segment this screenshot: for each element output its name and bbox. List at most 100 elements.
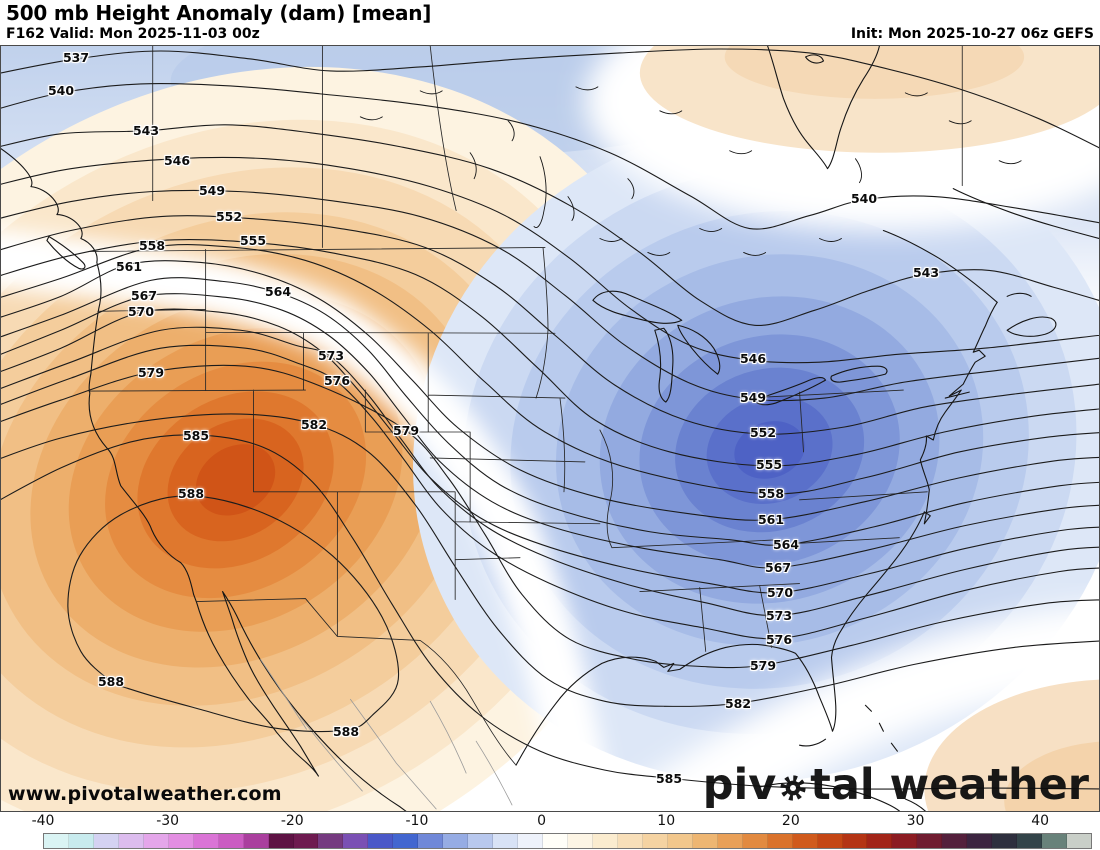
logo-text-prefix: piv [702, 760, 777, 810]
height-contour-closed [67, 495, 400, 733]
geography-layer [1, 46, 1099, 811]
contour-value-label: 540 [850, 190, 878, 206]
colorbar-cell [967, 834, 993, 848]
contour-value-label: 537 [62, 49, 90, 65]
lake-ontario [830, 365, 888, 383]
colorbar-cell [767, 834, 793, 848]
mexico-state-borders [260, 658, 513, 810]
colorbar-cell [842, 834, 868, 848]
colorbar-cell [193, 834, 219, 848]
colorbar-tick: -10 [405, 813, 429, 829]
vancouver-island [46, 235, 86, 270]
contour-value-label: 585 [655, 770, 683, 786]
height-contour [1, 48, 1099, 149]
long-island [944, 391, 970, 399]
height-contour [1, 260, 1099, 521]
nova-scotia [1006, 292, 1057, 337]
colorbar-cell [942, 834, 968, 848]
contour-value-label: 582 [300, 416, 328, 432]
colorbar-cell [592, 834, 618, 848]
logo-text-suffix: tal weather [810, 760, 1089, 810]
colorbar-scale [43, 833, 1092, 849]
contour-value-label: 567 [130, 287, 158, 303]
colorbar-cell [617, 834, 643, 848]
colorbar-cell [243, 834, 269, 848]
colorbar-tick: 30 [906, 813, 925, 829]
contour-value-label: 546 [739, 350, 767, 366]
colorbar-cell [343, 834, 369, 848]
contour-value-label: 570 [766, 584, 794, 600]
height-contour [1, 215, 1099, 435]
colorbar-cell [792, 834, 818, 848]
colorbar-tick: 20 [781, 813, 800, 829]
anomaly-map-svg [1, 46, 1099, 811]
pivotal-weather-logo: piv tal weather [703, 764, 1089, 807]
colorbar-cell [318, 834, 344, 848]
state-borders [88, 46, 963, 766]
init-time-label: Init: Mon 2025-10-27 06z GEFS [850, 26, 1094, 42]
gear-icon [780, 774, 806, 801]
colorbar-tick: -30 [156, 813, 180, 829]
height-contour-lines [1, 48, 1099, 790]
contour-value-label: 564 [772, 536, 800, 552]
contour-value-label: 570 [127, 303, 155, 319]
contour-value-label: 546 [163, 152, 191, 168]
colorbar-cell [468, 834, 494, 848]
contour-value-label: 585 [182, 427, 210, 443]
colorbar-cell [393, 834, 419, 848]
colorbar-cell [692, 834, 718, 848]
st-lawrence [882, 188, 1099, 303]
colorbar-cell [443, 834, 469, 848]
colorbar-cell [418, 834, 444, 848]
contour-value-label: 561 [115, 258, 143, 274]
anomaly-shading-layer [1, 46, 1099, 811]
colorbar-cell [892, 834, 918, 848]
height-contour [1, 344, 1099, 640]
colorbar-cell [992, 834, 1018, 848]
colorbar-cell [44, 834, 69, 848]
valid-time-label: F162 Valid: Mon 2025-11-03 00z [6, 26, 260, 42]
colorbar-cell [1017, 834, 1043, 848]
colorbar-cell [742, 834, 768, 848]
height-contour [1, 82, 1099, 230]
cuba [759, 738, 926, 811]
colorbar-cell [543, 834, 569, 848]
contour-value-label: 558 [757, 485, 785, 501]
colorbar-cell [218, 834, 244, 848]
height-contour [1, 189, 1099, 402]
colorbar-cell [1067, 834, 1092, 848]
colorbar-cell [293, 834, 319, 848]
contour-value-label: 549 [739, 389, 767, 405]
colorbar-cell [143, 834, 169, 848]
colorbar-cell [368, 834, 394, 848]
colorbar-cell [118, 834, 144, 848]
contour-value-label: 552 [749, 424, 777, 440]
colorbar-tick: -40 [31, 813, 55, 829]
bahamas [864, 704, 898, 752]
map-canvas[interactable]: 537 540 543 546 549 552 555 558 561 564 567 570 573 5… [0, 45, 1100, 812]
contour-value-label: 543 [912, 264, 940, 280]
contour-value-label: 579 [137, 364, 165, 380]
page-title: 500 mb Height Anomaly (dam) [mean] [6, 1, 432, 25]
height-contour [1, 364, 1099, 669]
chart-header: 500 mb Height Anomaly (dam) [mean] F162 … [0, 0, 1100, 45]
contour-value-label: 555 [755, 456, 783, 472]
colorbar-cell [268, 834, 294, 848]
colorbar-cell [867, 834, 893, 848]
contour-value-label: 567 [764, 559, 792, 575]
gulf-east-coastline [515, 301, 998, 766]
colorbar-cell [667, 834, 693, 848]
lake-huron [677, 324, 721, 375]
height-contour [1, 293, 1099, 569]
height-contour [1, 124, 1099, 326]
height-contour [1, 434, 1099, 790]
colorbar-cell [493, 834, 519, 848]
colorbar-cell [68, 834, 94, 848]
colorbar-cell [1042, 834, 1068, 848]
colorbar: -40 -30 -20 -10 0 10 20 30 40 [0, 812, 1100, 850]
contour-value-label: 582 [724, 695, 752, 711]
canada-lakes [359, 86, 1022, 256]
lake-michigan [654, 327, 674, 403]
contour-value-label: 552 [215, 208, 243, 224]
